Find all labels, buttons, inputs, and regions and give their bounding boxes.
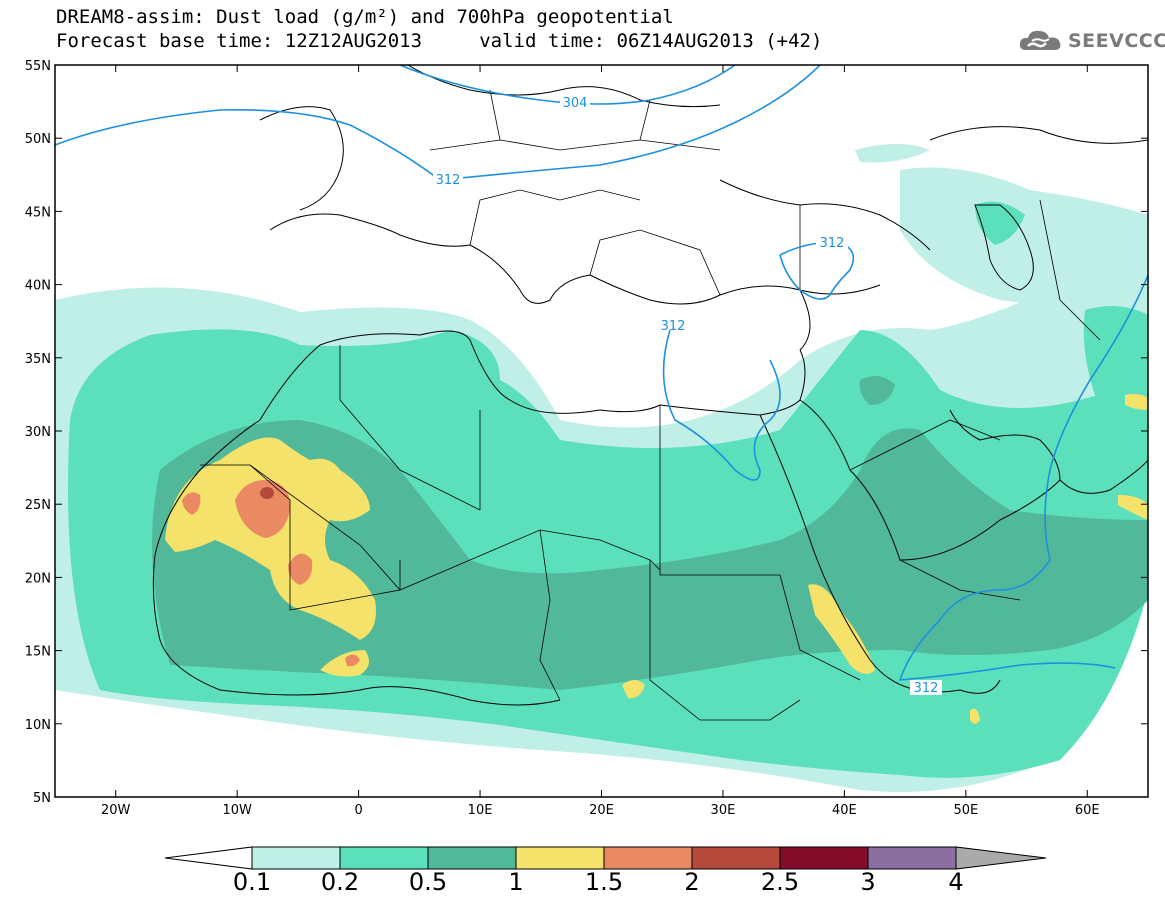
contour-312-east	[662, 329, 781, 481]
lon-tick-label: 20E	[589, 803, 614, 818]
dust-level-0.1-arc	[855, 144, 930, 163]
lat-tick-label: 20N	[25, 571, 51, 586]
lon-tick-label: 20W	[101, 803, 131, 818]
lon-tick-label: 50E	[953, 803, 978, 818]
colorbar	[164, 846, 1047, 870]
political-borders	[200, 89, 1101, 721]
seevccc-logo: SEEVCCC	[1018, 26, 1165, 56]
lat-tick-label: 15N	[25, 645, 51, 660]
colorbar-segment	[691, 846, 781, 870]
lon-tick-label: 10W	[222, 803, 252, 818]
contour-label-312-a: 312	[436, 173, 461, 188]
dust-level-2.0-core	[260, 487, 274, 499]
lat-tick-label: 25N	[25, 498, 51, 513]
map-title: DREAM8-assim: Dust load (g/m²) and 700hP…	[56, 6, 674, 28]
colorbar-label: 3	[860, 868, 876, 896]
contour-312-arabia	[898, 274, 1148, 681]
lat-tick-label: 35N	[25, 352, 51, 367]
colorbar-segment	[339, 846, 429, 870]
colorbar-max-arrow	[955, 846, 1047, 870]
colorbar-label: 0.5	[408, 868, 448, 896]
latitude-axis: 55N 50N 45N 40N 35N 30N 25N 20N 15N 10N 5N	[25, 59, 1148, 806]
dust-level-1.5-c	[288, 553, 313, 585]
dust-level-1.0-sahara-west	[165, 437, 376, 640]
lat-tick-label: 50N	[25, 132, 51, 147]
dust-level-0.5-arabia	[859, 376, 895, 405]
colorbar-label: 1.5	[584, 868, 624, 896]
dust-level-1.0-redsea	[808, 584, 875, 674]
logo-text: SEEVCCC	[1068, 30, 1165, 52]
dust-level-1.5-d	[345, 654, 360, 667]
forecast-time-line: Forecast base time: 12Z12AUG2013 valid t…	[56, 30, 823, 52]
lon-tick-label: 0	[354, 803, 362, 818]
colorbar-label: 2.5	[760, 868, 800, 896]
contour-label-312-b: 312	[820, 236, 845, 251]
contour-label-312-c: 312	[661, 319, 686, 334]
lon-tick-label: 60E	[1075, 803, 1100, 818]
contour-label-304: 304	[563, 96, 588, 111]
colorbar-label: 2	[684, 868, 700, 896]
lat-tick-label: 45N	[25, 205, 51, 220]
lat-tick-label: 55N	[25, 59, 51, 74]
dust-level-1.5-a	[235, 479, 291, 538]
dust-level-1.0-oman	[1118, 495, 1148, 520]
colorbar-label: 0.2	[320, 868, 360, 896]
lat-tick-label: 30N	[25, 425, 51, 440]
dust-level-1.0-somalia	[970, 708, 980, 724]
dust-level-0.1-north	[900, 167, 1148, 320]
cloud-icon	[1019, 30, 1061, 50]
colorbar-label: 1	[508, 868, 524, 896]
colorbar-segment	[779, 846, 869, 870]
colorbar-label: 4	[948, 868, 964, 896]
contour-label-312-d: 312	[914, 681, 939, 696]
dust-level-1.5-b	[182, 492, 201, 515]
colorbar-label: 0.1	[232, 868, 272, 896]
lat-tick-label: 10N	[25, 718, 51, 733]
lat-tick-label: 40N	[25, 279, 51, 294]
lon-tick-label: 40E	[832, 803, 857, 818]
dust-level-1.0-gulf	[1125, 394, 1148, 410]
coastlines	[152, 65, 1148, 706]
colorbar-segment	[427, 846, 517, 870]
colorbar-segment	[867, 846, 957, 870]
lat-tick-label: 5N	[33, 791, 51, 806]
colorbar-segment	[251, 846, 341, 870]
contour-labels: 304 312 312 312 312	[433, 95, 942, 696]
colorbar-segment	[515, 846, 605, 870]
colorbar-segment	[603, 846, 693, 870]
lon-tick-label: 30E	[711, 803, 736, 818]
dust-level-1.0-chad	[622, 680, 645, 699]
dust-level-0.5	[152, 420, 1148, 690]
dust-level-0.2-caspian	[975, 201, 1025, 245]
longitude-axis: 20W 10W 0 10E 20E 30E 40E 50E 60E	[101, 65, 1100, 818]
lon-tick-label: 10E	[468, 803, 493, 818]
dust-level-0.2-iran	[1083, 306, 1148, 421]
dust-field	[55, 65, 1148, 792]
colorbar-min-arrow	[164, 846, 253, 870]
